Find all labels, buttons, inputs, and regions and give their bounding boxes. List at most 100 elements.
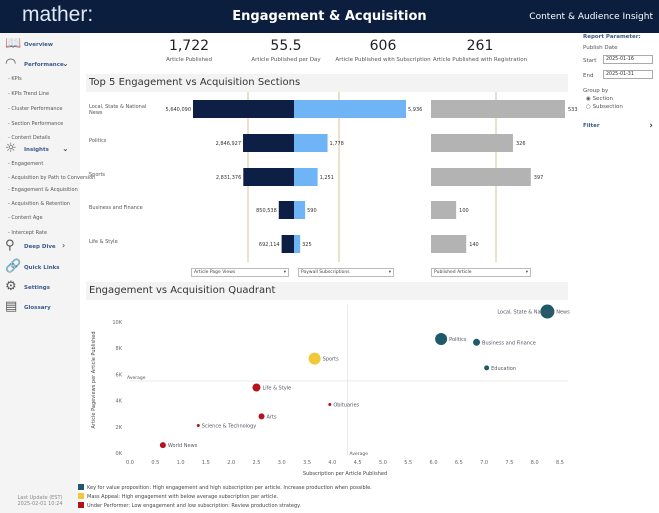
book-icon: 📖 <box>5 36 22 51</box>
category-label: Sports <box>89 172 105 178</box>
metric-dropdown-pageviews[interactable]: Article Page Views ▾ <box>191 268 289 277</box>
start-date-input[interactable]: 2025-01-16 <box>603 55 653 64</box>
category-label: Life & Style <box>89 239 118 245</box>
pageviews-bar <box>281 235 294 253</box>
average-x-label: Average <box>350 451 369 457</box>
sidebar-item[interactable]: - Acquisition by Path to Conversion <box>8 175 96 181</box>
kpi-label: Article Published with Registration <box>432 57 528 63</box>
subscriptions-label: 5,936 <box>408 107 422 113</box>
radio-section[interactable]: ◉ Section <box>586 96 613 102</box>
kpi-value: 261 <box>466 38 494 54</box>
x-axis-label: Subscription per Article Published <box>303 471 387 477</box>
chevron-down-icon[interactable]: ⌄ <box>62 59 69 68</box>
sidebar-item[interactable]: - Content Age <box>8 215 43 221</box>
sidebar-item[interactable]: - KPIs Trend Line <box>8 91 50 97</box>
last-update: Last Update (EST) 2025-02-01 10:24 <box>10 495 70 507</box>
sidebar-item[interactable]: - Content Details <box>8 135 51 141</box>
sidebar-item[interactable]: Overview <box>24 42 53 48</box>
scatter-point <box>540 304 555 319</box>
subscriptions-bar <box>294 134 328 152</box>
group-by-label: Group by <box>583 88 609 94</box>
x-tick-label: 8.5 <box>556 460 564 466</box>
published-label: 326 <box>516 141 526 147</box>
x-tick-label: 7.0 <box>480 460 488 466</box>
logo: mather: <box>22 3 94 26</box>
metric-dropdown-subscriptions[interactable]: Paywall Subscriptions ▾ <box>298 268 394 277</box>
filter-toggle[interactable]: Filter › <box>583 121 653 131</box>
sidebar-item[interactable]: Quick Links <box>24 265 60 271</box>
x-tick-label: 5.5 <box>404 460 412 466</box>
start-label: Start <box>583 58 597 64</box>
lightbulb-icon: ☼ <box>5 141 17 156</box>
scatter-point <box>159 442 166 449</box>
published-bar <box>431 134 513 152</box>
x-tick-label: 1.5 <box>202 460 210 466</box>
pageviews-label: 850,538 <box>256 208 277 214</box>
dropdown-value: Published Article <box>434 270 472 275</box>
sidebar-item[interactable]: - Acquisition & Retention <box>8 201 70 207</box>
chevron-right-icon[interactable]: › <box>62 241 66 250</box>
kpi-value: 55.5 <box>270 38 302 54</box>
sidebar-item[interactable]: - Engagement <box>8 161 44 167</box>
published-bar <box>431 201 457 219</box>
kpi-card: 55.5 Article Published per Day <box>231 38 341 64</box>
subscriptions-bar <box>294 201 306 219</box>
sidebar: Overview 📖 Performance ◠ ⌄ - KPIs - KPIs Trend… <box>0 33 95 513</box>
subscriptions-bar <box>294 168 318 186</box>
glossary-icon: ▤ <box>5 299 18 314</box>
sidebar-item[interactable]: - KPIs <box>8 76 22 82</box>
x-tick-label: 6.0 <box>430 460 438 466</box>
legend-swatch <box>78 493 84 499</box>
sidebar-item[interactable]: Insights <box>24 147 49 153</box>
chevron-right-icon: › <box>649 121 653 131</box>
y-tick-label: 2K <box>116 425 123 431</box>
quadrant-scatter-chart: 0K 2K 4K 6K 8K 10K 0.0 0.5 1.0 1.5 2.0 2.5 3.0 3.5 4.0… <box>91 304 570 477</box>
sidebar-item[interactable]: Glossary <box>24 305 51 311</box>
published-label: 100 <box>459 208 469 214</box>
sidebar-item[interactable]: - Section Performance <box>8 121 64 127</box>
end-date-input[interactable]: 2025-01-31 <box>603 70 653 79</box>
x-tick-label: 2.5 <box>252 460 260 466</box>
x-tick-label: 1.0 <box>177 460 185 466</box>
published-bar <box>431 235 467 253</box>
scatter-point <box>435 333 448 346</box>
sidebar-item[interactable]: - Intercept Rate <box>8 230 48 236</box>
category-label-line: News <box>89 110 103 116</box>
app-subtitle: Content & Audience Insight <box>529 12 653 22</box>
radio-label: Subsection <box>592 104 623 110</box>
bar-section-title: Top 5 Engagement vs Acquisition Sections <box>86 74 568 92</box>
sidebar-item[interactable]: Settings <box>24 285 50 291</box>
average-y-label: Average <box>127 375 146 381</box>
sidebar-item[interactable]: - Cluster Performance <box>8 106 63 112</box>
scatter-point <box>328 403 332 407</box>
x-tick-label: 8.0 <box>531 460 539 466</box>
chevron-down-icon[interactable]: ⌄ <box>62 144 69 153</box>
pageviews-label: 2,831,376 <box>216 175 241 181</box>
legend-item: Key for value proposition: High engageme… <box>78 484 372 491</box>
point-label: Local, State & National News <box>497 310 570 316</box>
x-tick-label: 7.5 <box>505 460 513 466</box>
caret-down-icon: ▾ <box>525 270 528 275</box>
radio-subsection[interactable]: ○ Subsection <box>586 104 623 110</box>
caret-down-icon: ▾ <box>283 270 286 275</box>
sidebar-item[interactable]: - Engagement & Acquisition <box>8 187 78 193</box>
params-title: Report Parameter: <box>583 34 641 40</box>
legend-item: Mass Appeal: High engagement with below … <box>78 493 278 500</box>
point-label: Business and Finance <box>482 340 536 346</box>
legend-swatch <box>78 502 84 508</box>
subscriptions-bar <box>294 235 301 253</box>
search-icon: ⚲ <box>5 238 15 253</box>
kpi-card: 261 Article Published with Registration <box>425 38 535 64</box>
y-tick-label: 4K <box>116 399 123 405</box>
point-label: Education <box>491 366 516 372</box>
published-bar <box>431 168 531 186</box>
metric-dropdown-published[interactable]: Published Article ▾ <box>431 268 531 277</box>
kpi-label: Article Published <box>166 57 212 63</box>
sidebar-item[interactable]: Deep Dive <box>24 244 56 250</box>
x-tick-label: 0.0 <box>126 460 134 466</box>
sidebar-item[interactable]: Performance <box>24 62 64 68</box>
published-label: 397 <box>534 175 544 181</box>
pageviews-label: 692,114 <box>259 242 280 248</box>
x-tick-label: 4.5 <box>354 460 362 466</box>
y-tick-label: 0K <box>116 451 123 457</box>
